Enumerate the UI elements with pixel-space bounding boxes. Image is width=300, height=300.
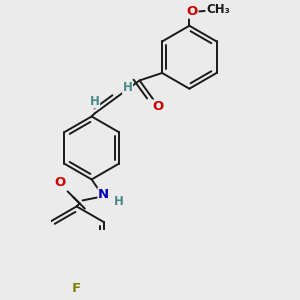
Text: H: H [114,195,124,208]
Text: O: O [55,176,66,189]
Text: H: H [90,95,100,108]
Text: F: F [72,282,81,295]
Text: H: H [123,82,133,94]
Text: O: O [187,5,198,18]
Text: CH₃: CH₃ [206,3,230,16]
Text: O: O [152,100,163,113]
Text: N: N [98,188,109,201]
